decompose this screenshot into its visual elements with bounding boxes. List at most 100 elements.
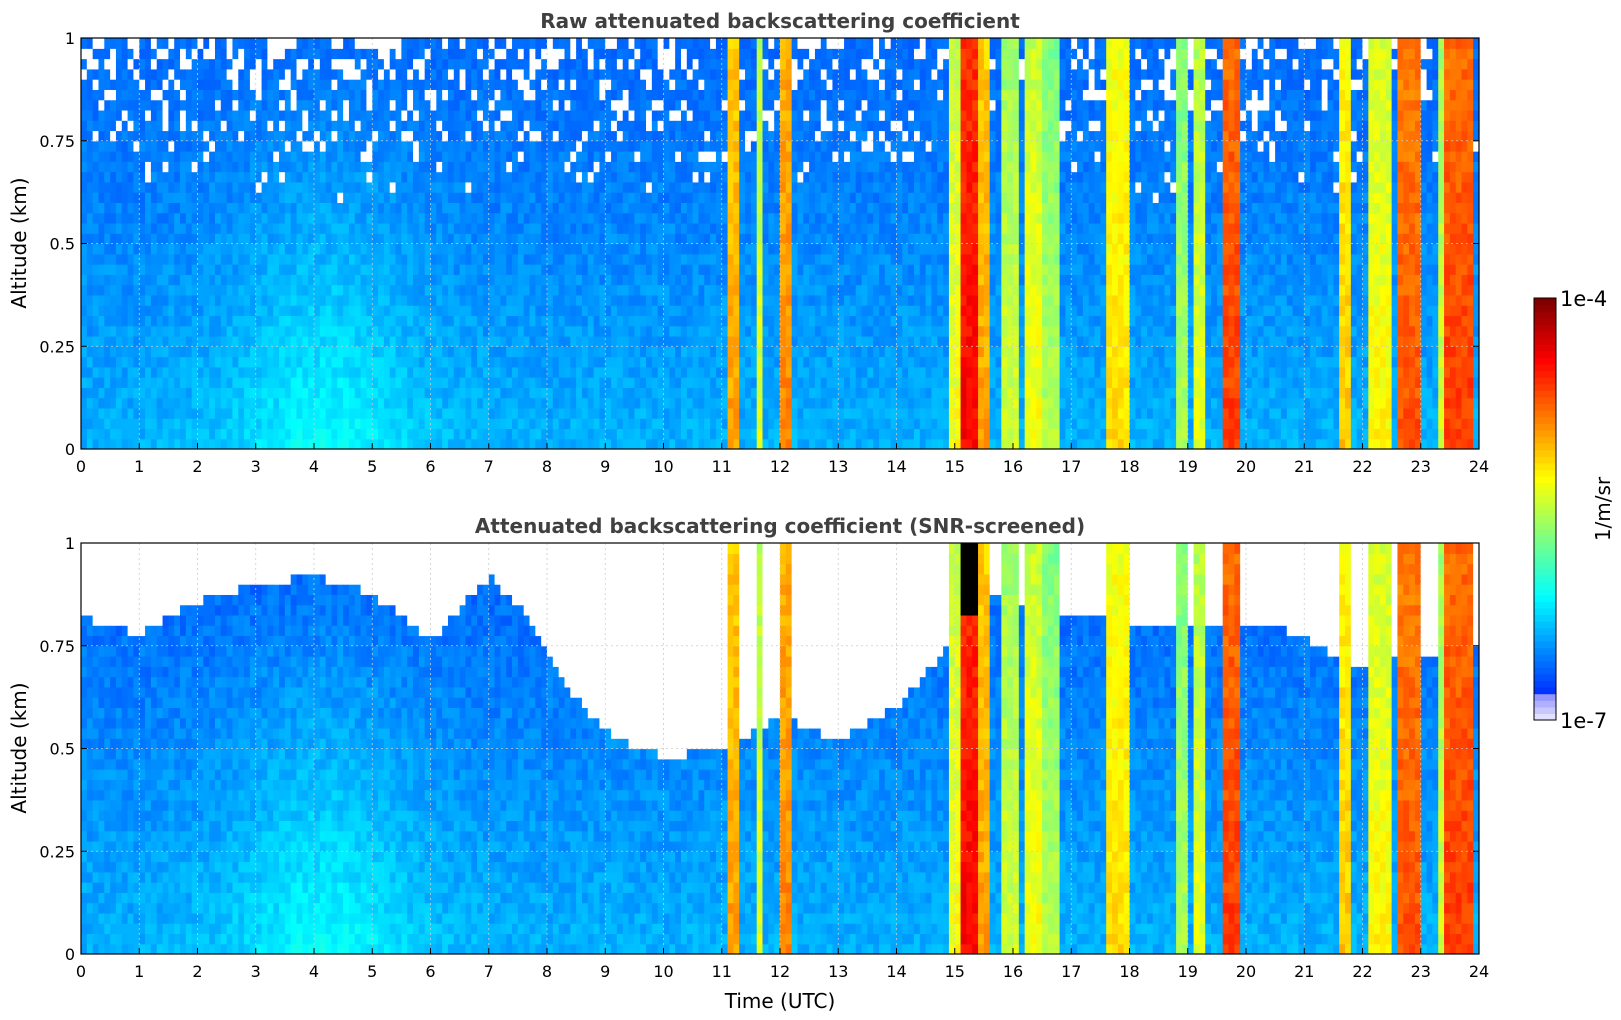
bottom-panel-title: Attenuated backscattering coefficient (S… [475,514,1085,538]
x-tick-label: 9 [600,962,610,981]
colorbar-step [1534,561,1556,569]
colorbar-step [1534,377,1556,385]
y-tick-label: 0.75 [39,132,75,151]
colorbar-step [1534,456,1556,464]
x-tick-label: 5 [367,962,377,981]
y-tick-label: 1 [65,29,75,48]
y-tick-label: 0 [65,440,75,459]
x-tick-label: 24 [1469,457,1489,476]
x-tick-label: 22 [1352,457,1372,476]
x-tick-label: 19 [1178,962,1198,981]
colorbar-step [1534,330,1556,339]
colorbar-step [1534,706,1556,714]
colorbar-step [1534,614,1556,622]
colorbar-step [1534,324,1556,332]
y-tick-label: 1 [65,534,75,553]
colorbar-step [1534,535,1556,543]
colorbar-step [1534,673,1556,682]
colorbar-step [1534,509,1556,517]
x-tick-label: 3 [251,457,261,476]
colorbar-step [1534,568,1556,576]
colorbar-min-label: 1e-7 [1560,709,1607,733]
colorbar-step [1534,640,1556,649]
x-tick-label: 1 [134,962,144,981]
x-tick-label: 21 [1294,962,1314,981]
x-tick-label: 18 [1119,962,1139,981]
colorbar-step [1534,403,1556,411]
colorbar-step [1534,601,1556,609]
top-panel-title: Raw attenuated backscattering coefficien… [540,9,1020,33]
top-x-ticks: 0 1 2 3 4 5 6 7 8 9 10 11 12 13 14 15 16 17 18 19 20 21 22 23 24 [76,443,1489,476]
colorbar-step [1534,680,1556,688]
colorbar-step [1534,528,1556,536]
x-tick-label: 4 [309,457,319,476]
colorbar-step [1534,621,1556,629]
x-tick-label: 18 [1119,457,1139,476]
x-tick-label: 2 [192,457,202,476]
colorbar-step [1534,304,1556,312]
colorbar-step [1534,383,1556,391]
x-tick-label: 9 [600,457,610,476]
colorbar-step [1534,548,1556,556]
colorbar-step [1534,311,1556,319]
colorbar-step [1534,647,1556,655]
x-tick-label: 6 [425,457,435,476]
x-tick-label: 11 [712,962,732,981]
colorbar-step [1534,713,1556,721]
colorbar-step [1534,416,1556,424]
x-tick-label: 16 [1003,962,1023,981]
colorbar-step [1534,515,1556,523]
x-tick-label: 14 [886,962,906,981]
colorbar-step [1534,660,1556,668]
x-tick-label: 10 [653,457,673,476]
colorbar-step [1534,462,1556,471]
colorbar-step [1534,693,1556,701]
colorbar-step [1534,594,1556,602]
colorbar-step [1534,344,1556,352]
x-tick-label: 8 [542,962,552,981]
x-tick-label: 22 [1352,962,1372,981]
colorbar-step [1534,700,1556,708]
x-tick-label: 16 [1003,457,1023,476]
x-tick-label: 5 [367,457,377,476]
colorbar-step [1534,607,1556,616]
y-tick-label: 0.5 [50,235,75,254]
x-tick-label: 10 [653,962,673,981]
colorbar-step [1534,654,1556,662]
bottom-panel: Attenuated backscattering coefficient (S… [7,514,1489,1013]
y-tick-label: 0.75 [39,637,75,656]
x-tick-label: 12 [770,962,790,981]
x-tick-label: 1 [134,457,144,476]
x-tick-label: 3 [251,962,261,981]
colorbar-max-label: 1e-4 [1560,287,1607,311]
x-tick-label: 21 [1294,457,1314,476]
x-tick-label: 12 [770,457,790,476]
colorbar-step [1534,667,1556,675]
x-tick-label: 14 [886,457,906,476]
colorbar-gradient [1534,298,1556,721]
top-y-ticks: 0 0.25 0.5 0.75 1 [39,29,1479,459]
x-tick-label: 6 [425,962,435,981]
colorbar-step [1534,574,1556,583]
bottom-y-ticks: 0 0.25 0.5 0.75 1 [39,534,1479,964]
colorbar-step [1534,357,1556,365]
colorbar-step [1534,396,1556,405]
x-tick-label: 7 [484,457,494,476]
colorbar-step [1534,482,1556,490]
top-panel: Raw attenuated backscattering coefficien… [7,9,1489,476]
colorbar-step [1534,627,1556,635]
colorbar-step [1534,634,1556,642]
colorbar-step [1534,390,1556,398]
colorbar-step [1534,489,1556,497]
colorbar-step [1534,495,1556,503]
x-tick-label: 23 [1411,457,1431,476]
colorbar-step [1534,350,1556,358]
x-tick-label: 23 [1411,962,1431,981]
colorbar-step [1534,687,1556,695]
bottom-x-ticks: 0 1 2 3 4 5 6 7 8 9 10 11 12 13 14 15 16 17 18 19 20 21 22 23 24 [76,948,1489,981]
y-tick-label: 0 [65,945,75,964]
x-tick-label: 17 [1061,457,1081,476]
colorbar-step [1534,522,1556,530]
x-tick-label: 17 [1061,962,1081,981]
